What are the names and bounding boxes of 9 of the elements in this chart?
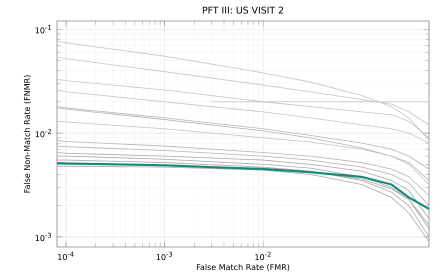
x-tick-label: 10$^{-4}$: [58, 252, 74, 260]
y-tick-label: 10$^{-2}$: [36, 128, 51, 138]
x-axis-title: False Match Rate (FMR): [196, 264, 290, 272]
y-tick-label: 10$^{-1}$: [36, 25, 52, 34]
chart-title: PFT III: US VISIT 2: [202, 6, 284, 14]
x-tick-label: 10$^{-3}$: [156, 252, 172, 260]
y-tick-label: 10$^{-3}$: [36, 232, 52, 242]
y-axis-title: False Non-Match Rate (FNMR): [24, 75, 31, 193]
x-tick-label: 10$^{-2}$: [255, 252, 271, 260]
